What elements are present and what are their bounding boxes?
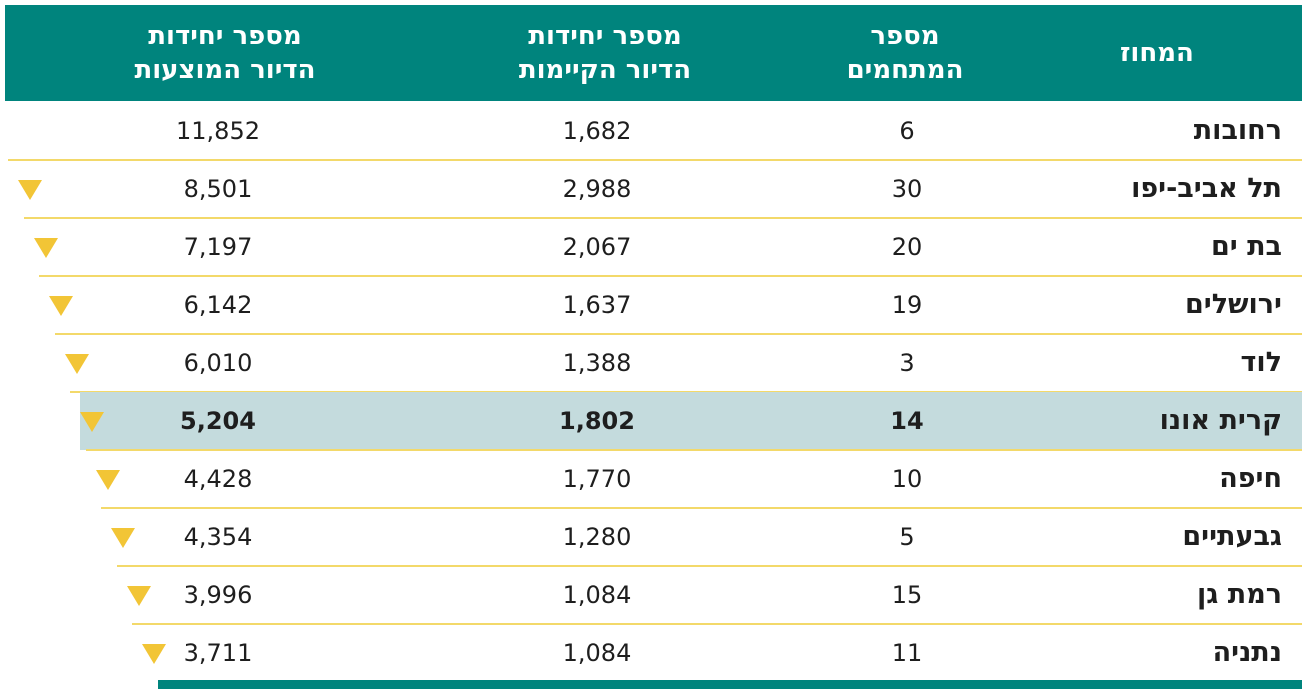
down-triangle-icon bbox=[126, 586, 151, 606]
down-triangle-icon bbox=[95, 470, 120, 490]
cell-proposed-units: 6,142 bbox=[183, 291, 253, 319]
cell-district: חיפה bbox=[1219, 463, 1282, 494]
cell-proposed-units: 3,996 bbox=[183, 581, 253, 609]
cell-district: רחובות bbox=[1193, 115, 1282, 146]
cell-existing-units: 2,067 bbox=[562, 233, 632, 261]
cell-proposed-units: 7,197 bbox=[183, 233, 253, 261]
cell-proposed-units: 8,501 bbox=[183, 175, 253, 203]
row-divider bbox=[116, 565, 1302, 567]
cell-existing-units: 1,084 bbox=[562, 639, 632, 667]
table-row: חיפה 10 1,770 4,428 bbox=[86, 450, 1303, 508]
down-triangle-icon bbox=[80, 412, 104, 432]
table-row: בת ים 20 2,067 7,197 bbox=[24, 218, 1303, 276]
cell-district: ירושלים bbox=[1184, 289, 1282, 320]
cell-developers: 6 bbox=[899, 117, 915, 145]
cell-proposed-units: 6,010 bbox=[183, 349, 253, 377]
cell-developers: 11 bbox=[891, 639, 923, 667]
cell-proposed-units: 4,428 bbox=[183, 465, 253, 493]
cell-district: תל אביב-יפו bbox=[1131, 173, 1282, 204]
table-row: תל אביב-יפו 30 2,988 8,501 bbox=[8, 160, 1302, 218]
cell-proposed-units: 4,354 bbox=[183, 523, 253, 551]
cell-district: קרית אונו bbox=[1159, 405, 1282, 436]
cell-existing-units: 1,084 bbox=[562, 581, 632, 609]
cell-developers: 30 bbox=[891, 175, 923, 203]
cell-developers: 14 bbox=[890, 407, 924, 435]
cell-existing-units: 1,682 bbox=[562, 117, 632, 145]
header-existing-units: מספר יחידות הדיור הקיימות bbox=[518, 21, 692, 85]
table-row: קרית אונו 14 1,802 5,204 bbox=[80, 392, 1302, 450]
header-developers: מספר המתחמים bbox=[846, 21, 964, 85]
cell-proposed-units: 5,204 bbox=[180, 407, 256, 435]
table-row: ירושלים 19 1,637 6,142 bbox=[39, 276, 1302, 334]
cell-district: רמת גן bbox=[1197, 579, 1282, 610]
cell-district: נתניה bbox=[1212, 637, 1282, 668]
cell-existing-units: 1,637 bbox=[562, 291, 632, 319]
cell-developers: 15 bbox=[891, 581, 923, 609]
cell-district: לוד bbox=[1240, 347, 1282, 378]
row-divider bbox=[8, 159, 1302, 161]
row-divider bbox=[54, 333, 1302, 335]
cell-developers: 5 bbox=[899, 523, 915, 551]
cell-district: גבעתיים bbox=[1182, 521, 1282, 552]
row-divider bbox=[39, 275, 1302, 277]
row-divider bbox=[23, 217, 1302, 219]
row-divider bbox=[132, 623, 1302, 625]
table-row: גבעתיים 5 1,280 4,354 bbox=[101, 508, 1302, 566]
table-row: רמת גן 15 1,084 3,996 bbox=[117, 566, 1303, 624]
header-district: המחוז bbox=[1120, 38, 1194, 68]
cell-developers: 20 bbox=[891, 233, 923, 261]
table-bottom-bar bbox=[158, 680, 1302, 689]
down-triangle-icon bbox=[18, 180, 42, 200]
cell-district: בת ים bbox=[1210, 231, 1282, 262]
table-row: נתניה 11 1,084 3,711 bbox=[132, 624, 1302, 682]
row-divider bbox=[101, 507, 1302, 509]
cell-developers: 10 bbox=[891, 465, 923, 493]
cell-existing-units: 1,280 bbox=[562, 523, 632, 551]
cell-developers: 19 bbox=[891, 291, 923, 319]
down-triangle-icon bbox=[49, 296, 73, 316]
cell-existing-units: 1,388 bbox=[562, 349, 632, 377]
table-row: רחובות 6 1,682 11,852 bbox=[8, 102, 1302, 160]
row-divider bbox=[85, 449, 1302, 451]
cell-proposed-units: 11,852 bbox=[176, 117, 260, 145]
header-proposed-units: מספר יחידות הדיור המוצעות bbox=[134, 21, 316, 85]
cell-proposed-units: 3,711 bbox=[183, 639, 253, 667]
table-header: המחוז מספר המתחמים מספר יחידות הדיור הקי… bbox=[5, 5, 1302, 101]
cell-existing-units: 1,802 bbox=[559, 407, 635, 435]
cell-existing-units: 2,988 bbox=[562, 175, 632, 203]
cell-existing-units: 1,770 bbox=[562, 465, 632, 493]
down-triangle-icon bbox=[64, 354, 89, 374]
cell-developers: 3 bbox=[899, 349, 915, 377]
table-row: לוד 3 1,388 6,010 bbox=[55, 334, 1303, 392]
down-triangle-icon bbox=[111, 528, 135, 548]
down-triangle-icon bbox=[33, 238, 58, 258]
down-triangle-icon bbox=[142, 644, 166, 664]
